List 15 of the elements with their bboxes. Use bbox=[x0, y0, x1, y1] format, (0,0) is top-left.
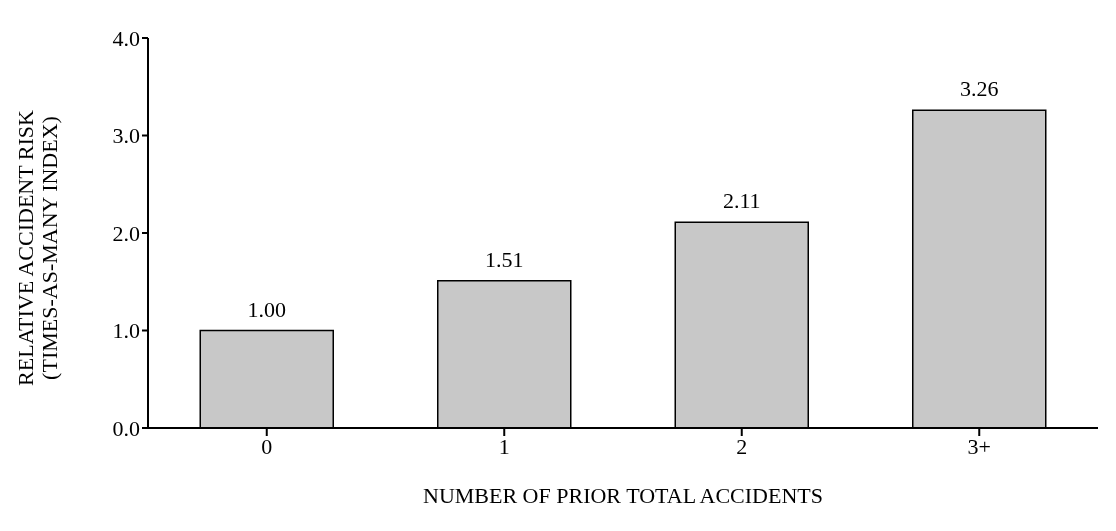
y-tick-label: 4.0 bbox=[112, 25, 140, 51]
y-axis-title: RELATIVE ACCIDENT RISK (TIMES-AS-MANY INDEX) bbox=[13, 110, 63, 386]
data-label: 1.00 bbox=[247, 296, 286, 322]
data-label: 3.26 bbox=[960, 76, 999, 102]
x-tick-label: 1 bbox=[498, 433, 510, 459]
data-label: 2.11 bbox=[722, 188, 761, 214]
y-tick-label: 3.0 bbox=[112, 123, 140, 149]
x-tick-label: 2 bbox=[736, 433, 748, 459]
y-tick-label: 0.0 bbox=[112, 415, 140, 441]
x-axis-title: NUMBER OF PRIOR TOTAL ACCIDENTS bbox=[423, 483, 823, 508]
y-tick-label: 2.0 bbox=[112, 220, 140, 246]
data-label: 1.51 bbox=[485, 246, 524, 272]
y-tick-label: 1.0 bbox=[112, 318, 140, 344]
x-tick-label: 0 bbox=[261, 433, 273, 459]
x-tick-label: 3+ bbox=[967, 433, 991, 459]
